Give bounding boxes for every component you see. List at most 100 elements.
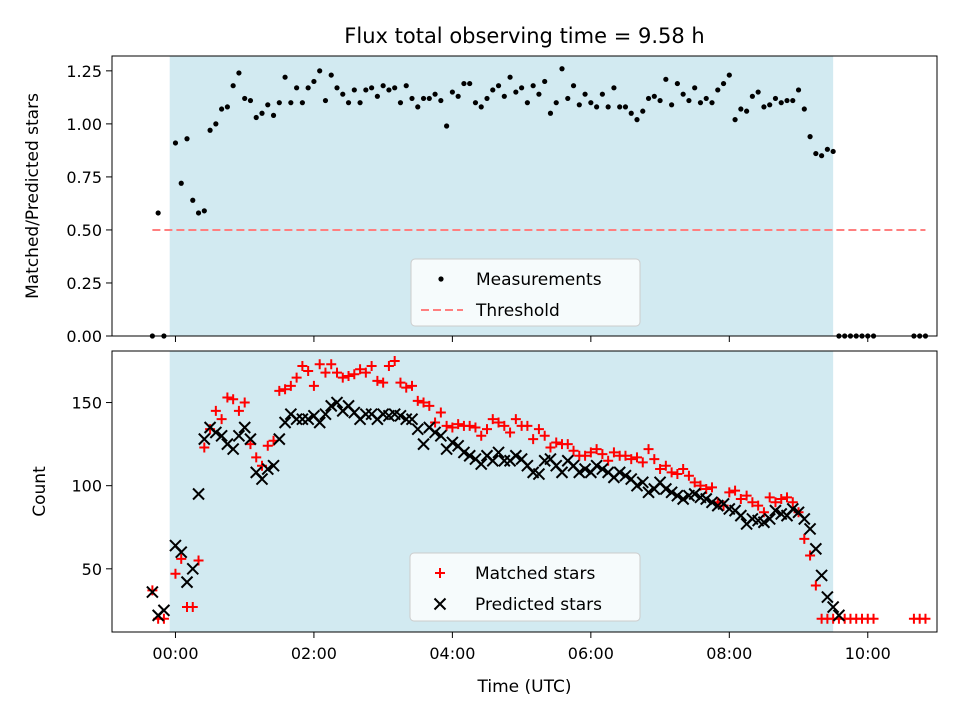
predicted-stars-point [590,459,603,472]
predicted-stars-point [803,522,817,536]
matched-stars-point [643,444,654,455]
measurements-point [195,210,202,216]
measurements-point [438,97,444,104]
measurements-point [322,97,329,104]
measurements-point [415,104,421,110]
matched-stars-point [383,360,394,371]
predicted-stars-point [278,416,292,429]
measurements-point [219,106,225,112]
matched-stars-point [378,377,389,388]
matched-stars-point [920,613,931,624]
matched-stars-point [447,422,458,433]
measurements-point [155,210,161,216]
matched-stars-point [418,397,429,408]
measurements-point [247,97,254,104]
measurements-point [190,197,196,203]
predicted-stars-point [555,466,569,479]
bottom-x-tick-label: 10:00 [845,644,891,663]
measurements-point [790,97,796,104]
measurements-point [634,117,640,123]
matched-stars-point [360,367,371,378]
measurements-point [795,87,802,93]
predicted-stars-point [613,466,626,479]
matched-stars-point [395,377,406,388]
predicted-stars-point [232,429,246,443]
predicted-stars-point [492,446,505,459]
bottom-x-tick-label: 06:00 [568,644,614,663]
matched-stars-point [216,414,227,425]
predicted-stars-point [417,437,430,451]
matched-stars-point [170,568,181,579]
matched-stars-point [245,439,256,450]
matched-stars-point [435,407,446,418]
measurements-point [420,95,427,102]
predicted-stars-point [255,472,269,486]
bottom-y-tick-label: 100 [71,477,102,496]
predicted-stars-point [244,432,257,446]
predicted-stars-point [301,412,315,426]
measurements-point [784,97,790,104]
top-axis-ticks: 0.00 0.25 0.50 0.75 1.00 1.25 [66,62,869,346]
measurements-point [461,80,467,87]
measurement-points [149,66,929,339]
matched-stars-point [637,457,648,468]
matched-stars-point [539,430,550,441]
predicted-stars-point [273,432,286,446]
predicted-stars-point [786,502,799,516]
matched-stars-point [608,447,619,458]
measurements-point [449,89,455,95]
predicted-stars-point [446,436,459,449]
measurements-point [559,66,565,72]
predicted-stars-point [359,407,373,421]
matched-stars-point [660,460,671,471]
matched-stars-point [401,382,412,393]
measurements-point [507,74,513,80]
measurements-point [576,102,582,108]
measurements-point [755,89,761,95]
matched-stars-point [868,613,879,624]
measurements-point [380,83,386,89]
measurements-point [640,108,646,114]
predicted-stars-point [763,512,776,526]
legend-plus-swatch [435,568,445,578]
measurements-point [236,70,242,76]
measurements-point [305,85,311,91]
top-y-tick-label: 0.25 [66,274,102,293]
matched-stars-point [285,380,296,391]
matched-stars-point [551,437,562,448]
predicted-stars-point [630,479,644,492]
matched-stars-point [228,394,239,405]
matched-stars-point [730,485,741,496]
matched-stars-point [199,442,210,453]
predicted-stars-point [671,489,684,502]
predicted-stars-point [198,432,211,446]
measurements-point [472,100,479,106]
measurements-point [611,85,617,91]
matched-stars-point [707,482,717,493]
measurements-point [178,180,184,186]
measurements-point [519,85,525,91]
predicted-stars-point [261,462,274,476]
measurements-point [495,83,502,89]
legend-label-threshold: Threshold [475,301,560,321]
measurements-point [328,72,334,78]
matched-stars-point [805,550,816,561]
measurements-point [282,74,288,80]
predicted-stars-point [596,462,609,476]
measurements-point [692,85,698,91]
matched-stars-point [782,492,792,503]
matched-stars-point [308,380,319,391]
measurements-point [732,117,738,123]
matched-stars-point [389,355,400,366]
matched-stars-point [210,405,221,416]
predicted-stars-point [325,399,338,413]
measurements-point [709,100,715,106]
measurements-point [455,93,461,99]
bottom-legend: Matched stars Predicted stars [409,552,641,622]
bottom-panel: 50 100 150 00:00 02:00 04:00 06:00 08:00 10:00 C… [30,350,938,697]
measurements-point [749,93,755,99]
matched-stars-point [441,420,452,431]
measurements-point [813,150,819,157]
top-y-tick-label: 0.50 [66,221,102,240]
matched-stars-point [585,447,596,458]
